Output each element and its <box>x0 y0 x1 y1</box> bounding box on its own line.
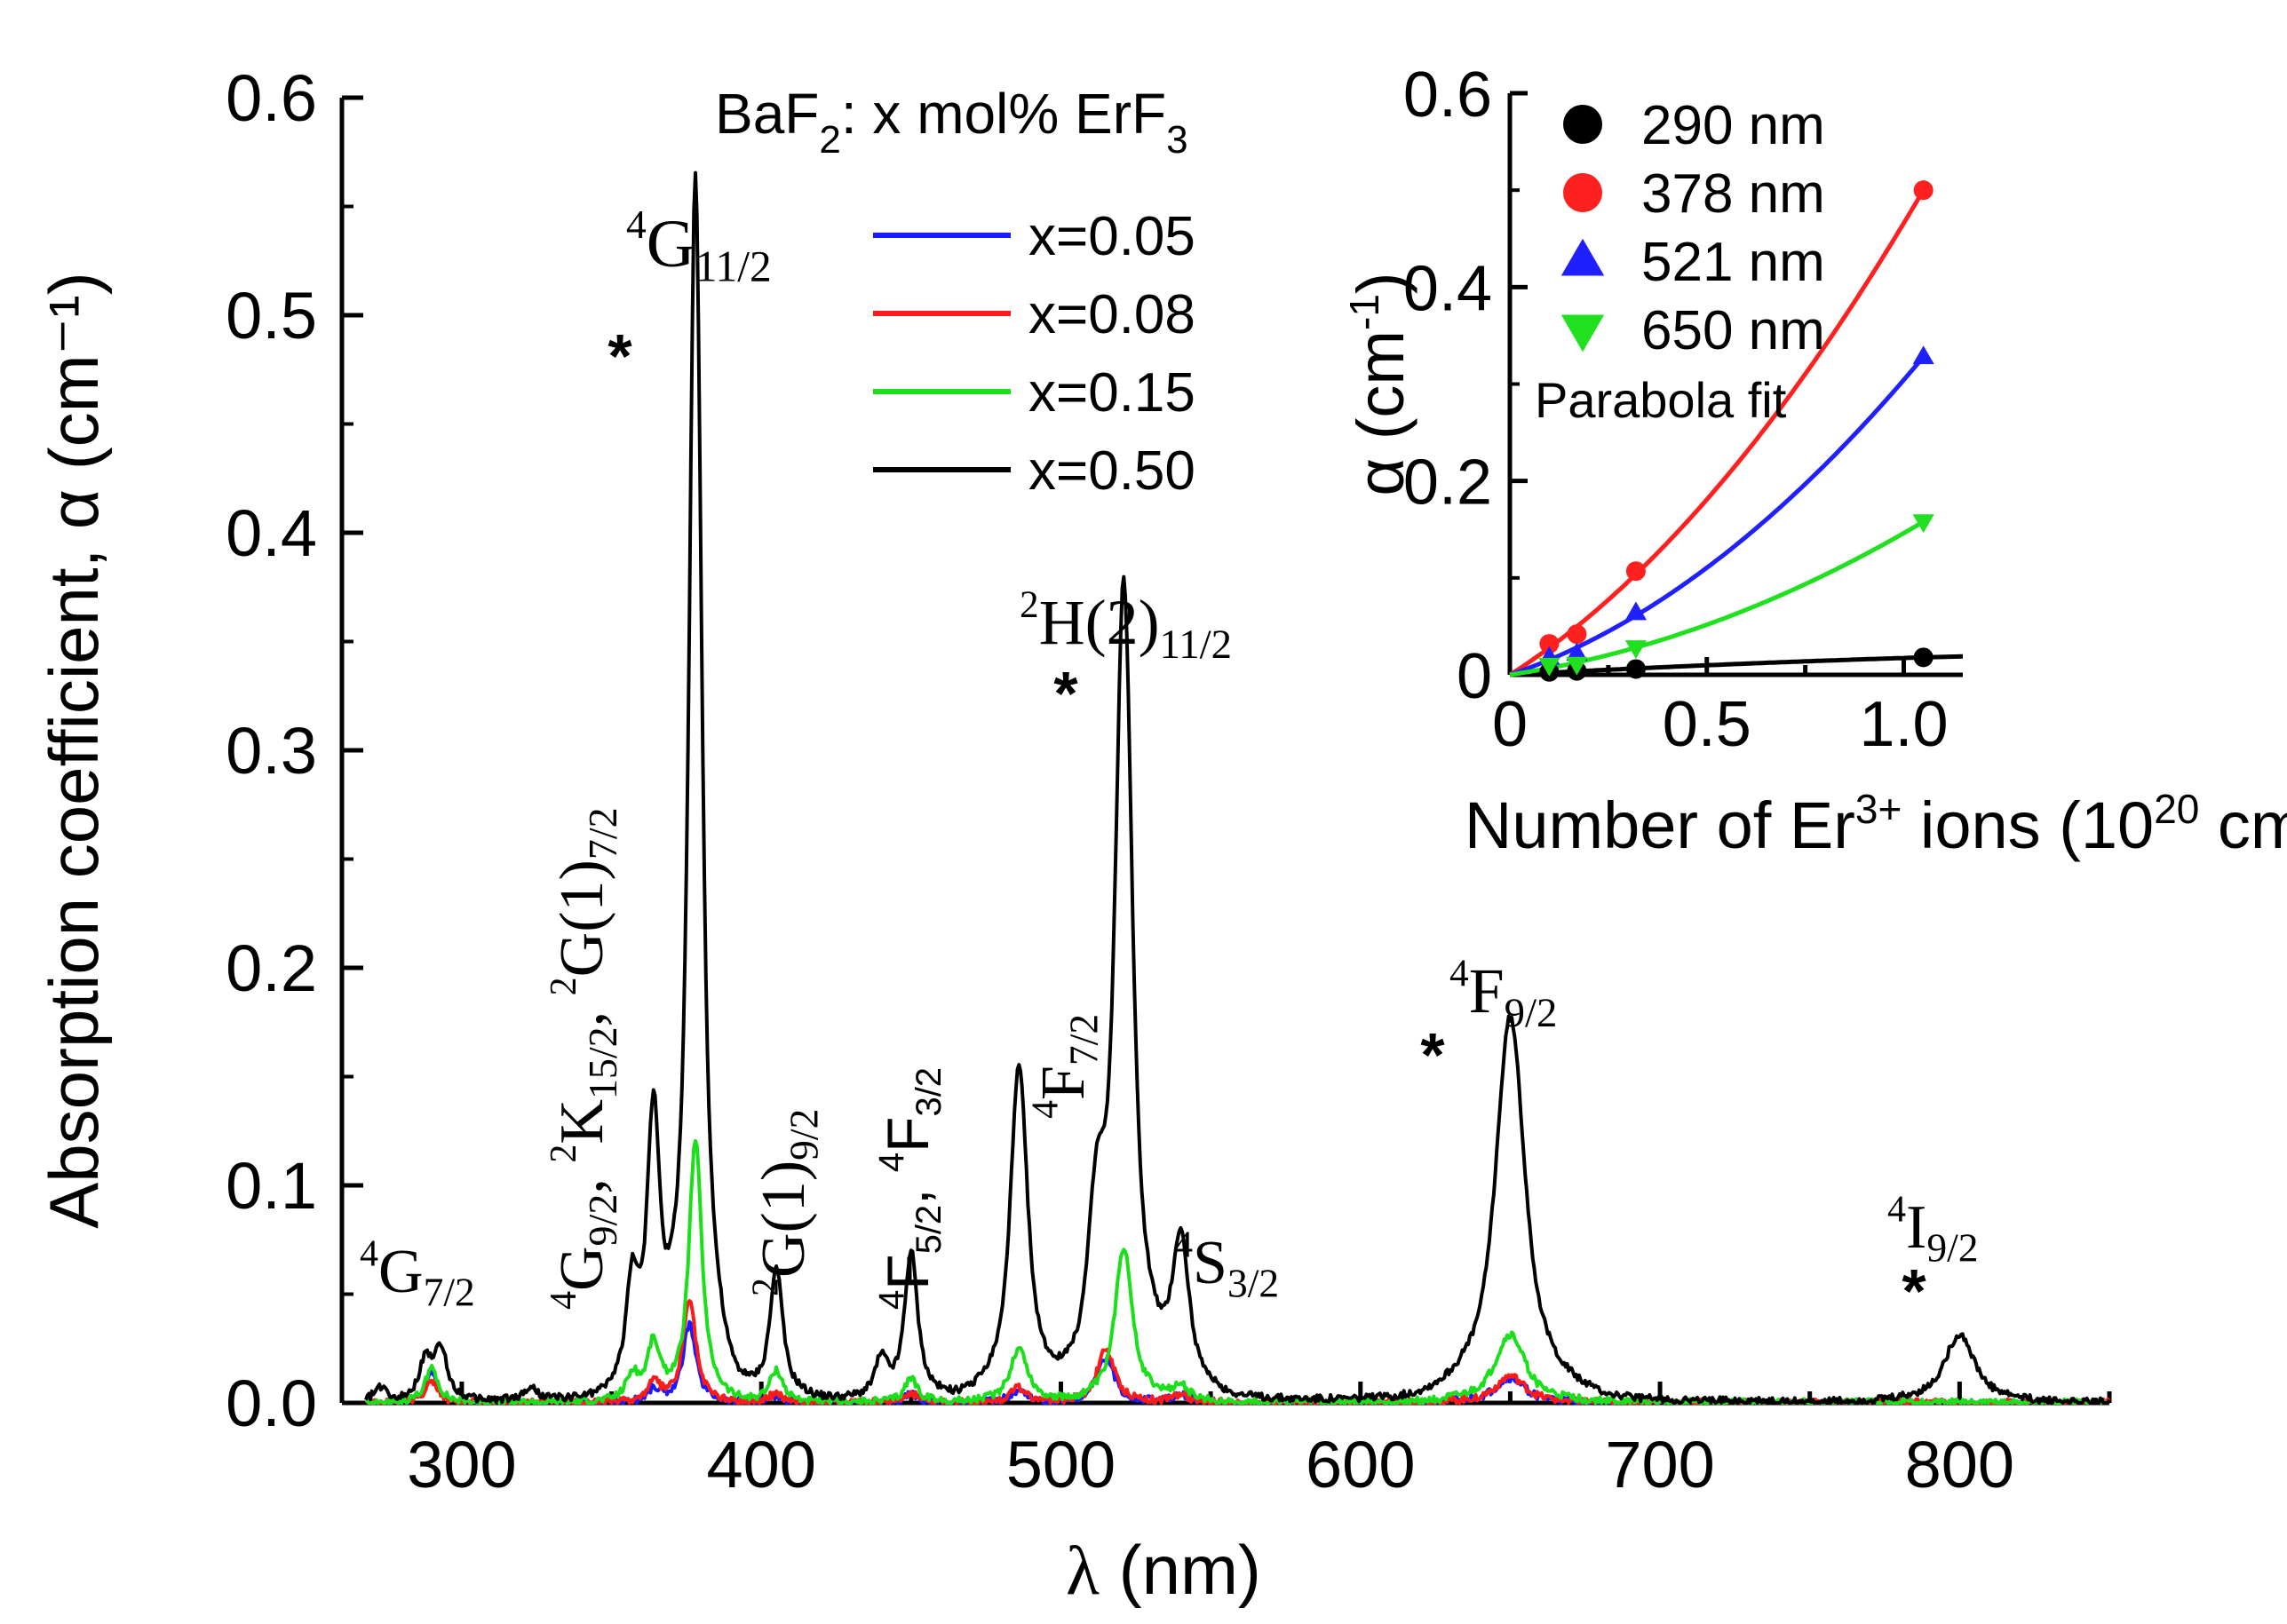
inset-legend-marker <box>1560 238 1605 276</box>
data-point-650-nm <box>1624 640 1648 660</box>
data-point-521-nm <box>1624 601 1648 621</box>
inset-y-tick-label: 0.2 <box>1403 448 1492 519</box>
state-label-2h2112: 2H(2)11/2 <box>1020 584 1232 668</box>
legend-label: x=0.05 <box>1028 206 1195 267</box>
state-label-4g112: 4G11/2 <box>626 202 772 291</box>
state-label-4f92: 4F9/2 <box>1449 953 1557 1036</box>
series-line-x=0.05 <box>364 1319 2110 1405</box>
x-tick-label: 300 <box>407 1428 516 1501</box>
y-tick-label: 0.3 <box>226 714 317 788</box>
inset-fit-label: Parabola fit <box>1535 372 1787 428</box>
inset-legend-label: 650 nm <box>1641 300 1825 361</box>
inset-x-tick-label: 0 <box>1492 689 1528 760</box>
state-label-4i92: 4I9/2 <box>1887 1190 1978 1271</box>
x-tick-label: 700 <box>1605 1428 1714 1501</box>
state-label-4s32: 4S3/2 <box>1174 1225 1279 1306</box>
inset-x-axis-label: Number of Er3+ ions (1020 cm-3) <box>1465 786 2287 862</box>
state-label-4g92-2k152-2g172: 4G9/2, 2K15/2, 2G(1)7/2 <box>544 807 625 1310</box>
series-line-x=0.50 <box>364 170 2111 1405</box>
inset-x-tick-label: 1.0 <box>1859 689 1948 760</box>
y-tick-label: 0.5 <box>226 279 317 353</box>
state-label-2g192: 2G(1)9/2 <box>746 1109 827 1296</box>
data-point-378-nm <box>1567 624 1587 645</box>
main-legend: BaF2: x mol% ErF3 x=0.05 x=0.08 x=0.15 x=0.5… <box>715 82 1195 502</box>
data-point-290-nm <box>1625 659 1646 679</box>
inset-legend-marker <box>1563 173 1602 212</box>
y-tick-label: 0.2 <box>226 931 317 1005</box>
x-tick-label: 400 <box>706 1428 815 1501</box>
y-tick-label: 0.0 <box>226 1367 317 1440</box>
inset-y-tick-label: 0.6 <box>1403 59 1492 131</box>
series-line-x=0.08 <box>364 1299 2111 1405</box>
data-point-521-nm <box>1912 345 1934 365</box>
data-point-378-nm <box>1625 561 1646 582</box>
inset-legend-label: 290 nm <box>1641 95 1825 156</box>
data-point-650-nm <box>1538 657 1560 677</box>
state-label-4g72: 4G7/2 <box>360 1234 475 1315</box>
inset-legend-marker <box>1563 105 1602 144</box>
data-point-378-nm <box>1913 180 1934 201</box>
state-label-4f52-4f32: 4F5/2, 4F3/2 <box>872 1067 949 1310</box>
inset-x-tick-label: 0.5 <box>1663 689 1751 760</box>
asterisk-marker: * <box>1053 659 1078 728</box>
inset-legend-label: 521 nm <box>1641 232 1825 293</box>
inset-legend-label: 378 nm <box>1641 163 1825 225</box>
data-point-521-nm <box>1566 642 1588 661</box>
inset-plot: 0 0.2 0.4 0.6 0 0.5 1.0 Number of Er3+ ions (10… <box>1341 59 2287 862</box>
inset-y-tick-label: 0.4 <box>1403 253 1492 324</box>
data-point-650-nm <box>1566 656 1588 676</box>
y-tick-label: 0.6 <box>226 61 317 135</box>
asterisk-marker: * <box>607 321 632 391</box>
main-plot: 0.0 0.1 0.2 0.3 0.4 0.5 0.6 300 400 500 600 700 800 λ… <box>35 61 2112 1609</box>
inset-y-tick-label: 0 <box>1457 641 1492 712</box>
legend-label: x=0.15 <box>1028 362 1195 424</box>
y-axis-label: Absorption coefficient, α (cm⁻¹) <box>35 272 113 1229</box>
asterisk-marker: * <box>1902 1256 1926 1326</box>
y-tick-label: 0.4 <box>226 496 317 570</box>
inset-legend-marker <box>1560 314 1605 353</box>
y-tick-label: 0.1 <box>226 1149 317 1223</box>
legend-label: x=0.08 <box>1028 284 1195 345</box>
state-label-4f72: 4F7/2 <box>1026 1014 1107 1119</box>
x-tick-label: 800 <box>1905 1428 2014 1501</box>
x-tick-label: 500 <box>1006 1428 1116 1501</box>
data-point-378-nm <box>1539 634 1560 654</box>
inset-y-axis-label: α (cm-1) <box>1341 272 1417 495</box>
x-tick-label: 600 <box>1306 1428 1415 1501</box>
legend-label: x=0.50 <box>1028 440 1195 502</box>
x-axis-label: λ (nm) <box>1066 1531 1261 1609</box>
data-point-290-nm <box>1913 647 1934 668</box>
data-point-650-nm <box>1912 514 1934 534</box>
legend-title: BaF2: x mol% ErF3 <box>715 82 1188 162</box>
asterisk-marker: * <box>1420 1020 1445 1089</box>
